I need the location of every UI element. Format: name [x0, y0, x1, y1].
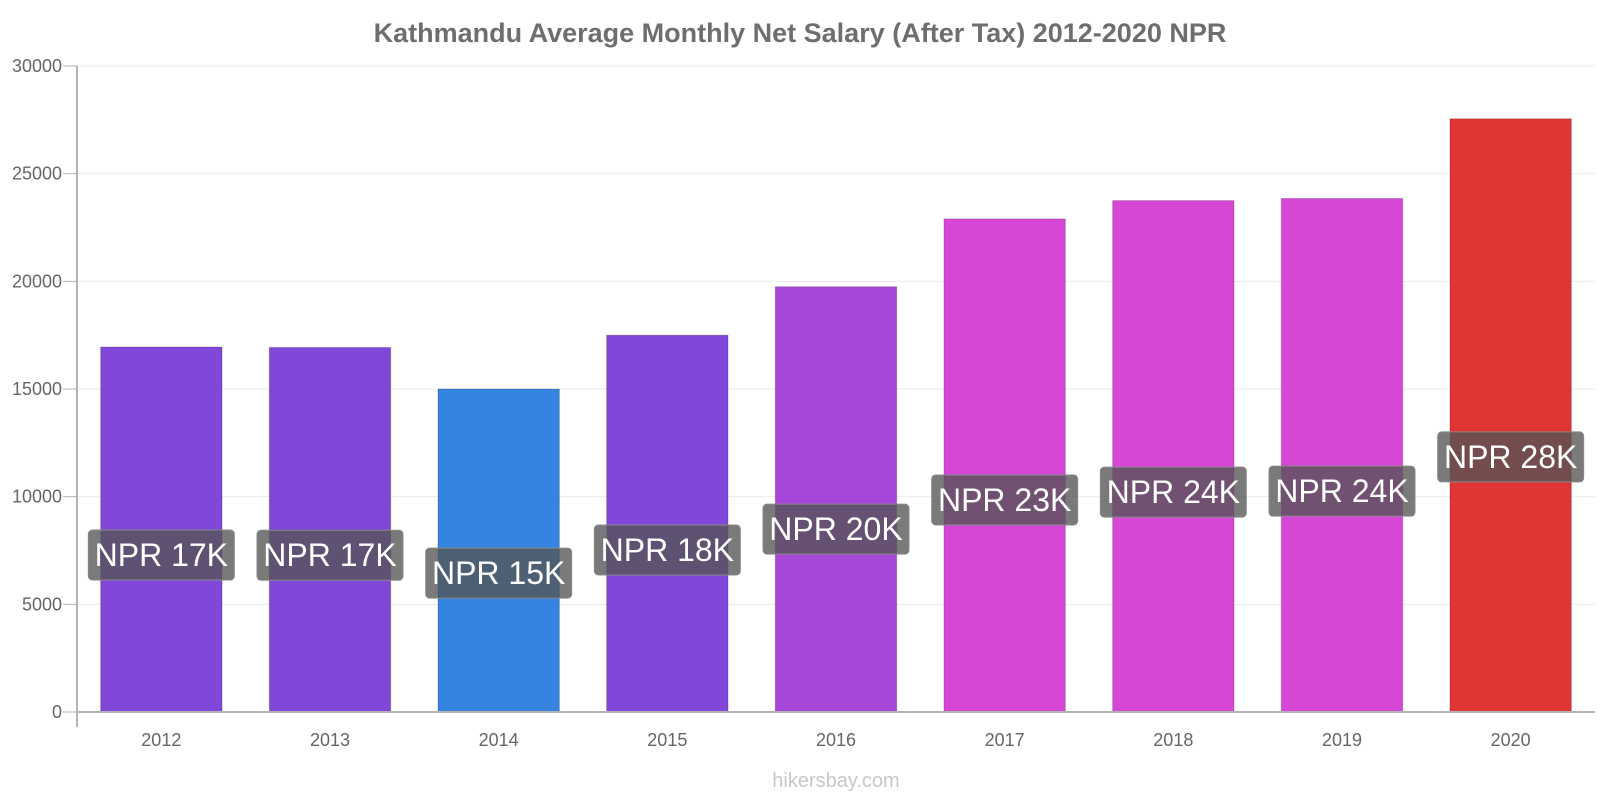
data-label-box: [256, 529, 404, 581]
chart-title: Kathmandu Average Monthly Net Salary (Af…: [374, 18, 1227, 48]
data-label-box: [762, 503, 910, 555]
data-label-box: [425, 547, 573, 599]
data-label: NPR 24K: [1107, 474, 1240, 510]
data-label: NPR 20K: [769, 511, 902, 547]
x-tick-label: 2012: [141, 730, 181, 750]
y-tick-label: 5000: [22, 594, 62, 614]
y-tick-label: 20000: [12, 271, 62, 291]
bar-2015: [606, 334, 729, 713]
data-label: NPR 17K: [263, 537, 396, 573]
data-label: NPR 24K: [1275, 473, 1408, 509]
x-tick-label: 2017: [985, 730, 1025, 750]
y-tick-label: 0: [52, 702, 62, 722]
data-label: NPR 18K: [601, 532, 734, 568]
data-label-box: [931, 474, 1079, 526]
bars: [100, 118, 1572, 713]
watermark: hikersbay.com: [772, 770, 899, 792]
bar-2013: [268, 346, 392, 713]
x-tick-label: 2019: [1322, 730, 1362, 750]
x-tick-label: 2015: [647, 730, 687, 750]
y-tick-label: 30000: [12, 56, 62, 76]
bar-2016: [774, 286, 898, 713]
y-tick-label: 10000: [12, 487, 62, 507]
data-label-box: [593, 524, 741, 576]
x-tick-label: 2018: [1153, 730, 1193, 750]
x-tick-label: 2016: [816, 730, 856, 750]
y-tick-label: 25000: [12, 164, 62, 184]
data-label-box: [87, 529, 235, 581]
data-label-box: [1099, 466, 1247, 518]
x-tick-label: 2020: [1491, 730, 1531, 750]
data-label: NPR 28K: [1444, 439, 1577, 475]
data-label: NPR 23K: [938, 482, 1071, 518]
bar-2020: [1449, 118, 1572, 713]
data-label: NPR 17K: [95, 537, 228, 573]
bar-2012: [100, 346, 223, 713]
data-label-box: [1437, 431, 1585, 483]
data-labels: NPR 17K NPR 17K NPR 15K NPR 18K NPR 20K NPR 2…: [87, 431, 1585, 599]
bar-2017: [943, 218, 1066, 713]
bar-2019: [1280, 197, 1404, 713]
data-label: NPR 15K: [432, 555, 565, 591]
data-label-box: [1268, 465, 1416, 517]
y-tick-label: 15000: [12, 379, 62, 399]
axes: 0 5000 10000 15000 20000 25000 30000 2012 2013 20…: [12, 56, 1595, 750]
x-tick-label: 2013: [310, 730, 350, 750]
bar-2018: [1112, 200, 1235, 713]
x-tick-label: 2014: [479, 730, 519, 750]
